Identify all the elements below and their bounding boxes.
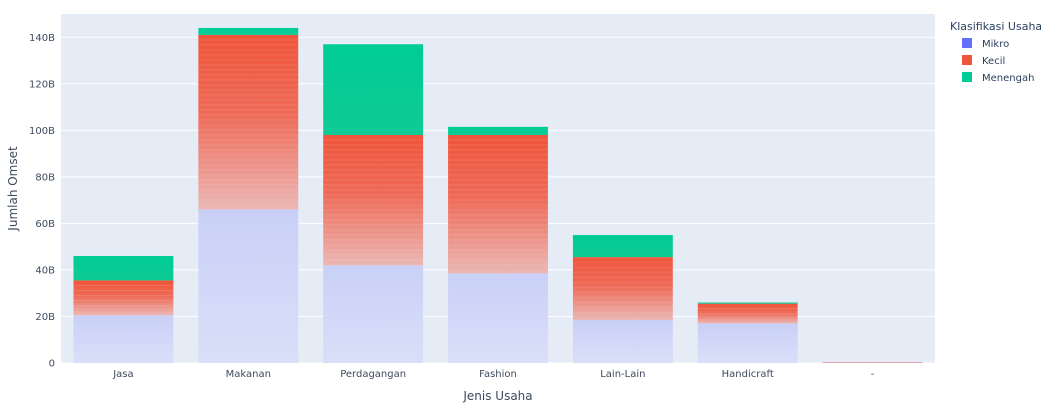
legend-item-mikro[interactable]: Mikro (962, 38, 1009, 50)
bar-kecil-5[interactable] (697, 303, 798, 324)
bars (73, 27, 923, 363)
bar-menengah-1[interactable] (198, 27, 299, 35)
y-axis-ticks: 0 20B 40B 60B 80B 100B 120B 140B (29, 33, 55, 370)
legend-label: Mikro (982, 39, 1009, 50)
bar-kecil-4[interactable] (572, 257, 673, 320)
x-tick-label: Perdagangan (340, 369, 406, 380)
legend-swatch (962, 72, 972, 82)
y-tick-label: 120B (29, 79, 55, 90)
x-axis-ticks: Jasa Makanan Perdagangan Fashion Lain-Lain Ha… (112, 369, 875, 380)
x-axis-title: Jenis Usaha (462, 389, 532, 403)
legend-title: Klasifikasi Usaha (950, 20, 1041, 33)
legend-swatch (962, 38, 972, 48)
bar-kecil-3[interactable] (448, 134, 548, 274)
bar-mikro-5[interactable] (697, 323, 798, 363)
legend-label: Kecil (982, 56, 1005, 67)
bar-menengah-5[interactable] (697, 302, 798, 304)
bar-menengah-4[interactable] (572, 235, 673, 258)
bar-kecil-2[interactable] (323, 134, 424, 266)
legend-swatch (962, 55, 972, 65)
x-tick-label: Handicraft (722, 369, 774, 380)
y-tick-label: 80B (35, 172, 55, 183)
y-tick-label: 100B (29, 126, 55, 137)
y-tick-label: 0 (49, 359, 55, 370)
y-tick-label: 20B (35, 312, 55, 323)
y-tick-label: 140B (29, 33, 55, 44)
legend-item-kecil[interactable]: Kecil (962, 55, 1005, 67)
y-axis-title: Jumlah Omset (6, 146, 20, 232)
bar-kecil-1[interactable] (198, 34, 299, 210)
bar-mikro-3[interactable] (448, 273, 548, 363)
bar-kecil-0[interactable] (73, 280, 174, 316)
bar-mikro-1[interactable] (198, 209, 299, 363)
legend-items[interactable]: Mikro Kecil Menengah (962, 38, 1034, 84)
x-tick-label: Jasa (112, 369, 133, 380)
bar-menengah-3[interactable] (448, 126, 548, 135)
legend-label: Menengah (982, 73, 1034, 84)
bar-mikro-4[interactable] (572, 319, 673, 363)
x-tick-label: Fashion (479, 369, 517, 380)
bar-mikro-2[interactable] (323, 265, 424, 363)
x-tick-label: Makanan (226, 369, 271, 380)
bar-menengah-2[interactable] (323, 44, 424, 135)
y-tick-label: 40B (35, 265, 55, 276)
bar-menengah-0[interactable] (73, 255, 174, 281)
legend-item-menengah[interactable]: Menengah (962, 72, 1034, 84)
x-tick-label: - (871, 369, 875, 380)
bar-mikro-6[interactable] (822, 362, 923, 363)
legend[interactable]: Klasifikasi Usaha Mikro Kecil Menengah (950, 20, 1041, 84)
bar-kecil-6[interactable] (822, 362, 923, 363)
x-tick-label: Lain-Lain (600, 369, 645, 380)
bar-mikro-0[interactable] (73, 315, 174, 363)
y-tick-label: 60B (35, 219, 55, 230)
